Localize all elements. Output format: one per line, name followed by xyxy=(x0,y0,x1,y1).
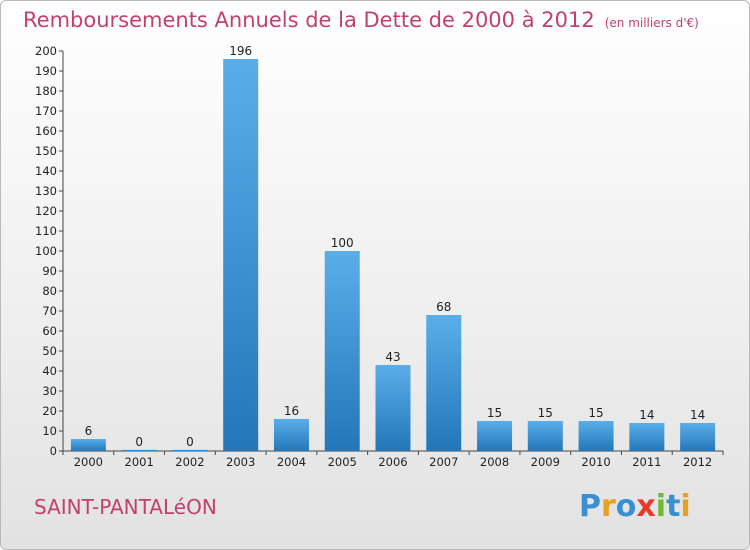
x-tick-label: 2003 xyxy=(226,455,255,469)
value-label-2003: 196 xyxy=(229,44,252,58)
x-tick-label: 2011 xyxy=(632,455,661,469)
x-tick-label: 2002 xyxy=(175,455,204,469)
chart-subtitle: (en milliers d'€) xyxy=(604,16,699,30)
value-label-2001: 0 xyxy=(135,435,143,449)
bar-2000 xyxy=(70,439,106,451)
x-tick-label: 2005 xyxy=(328,455,357,469)
y-axis: 0 10 20 30 40 50 60 70 80 90 100 110 120 130 140 150 160… xyxy=(35,44,64,458)
y-tick-label: 150 xyxy=(35,144,57,158)
value-label-2007: 68 xyxy=(436,300,451,314)
y-tick-label: 90 xyxy=(42,264,57,278)
place-name: SAINT-PANTALéON xyxy=(34,495,217,519)
y-tick-label: 200 xyxy=(35,44,57,58)
logo-letter: o xyxy=(615,489,637,524)
bar-2004 xyxy=(273,419,309,451)
bar-2011 xyxy=(629,423,665,451)
y-tick-label: 120 xyxy=(35,204,57,218)
logo-letter: r xyxy=(601,489,616,524)
x-tick-label: 2009 xyxy=(531,455,560,469)
bar-2009 xyxy=(527,421,563,451)
value-label-2002: 0 xyxy=(186,435,194,449)
y-tick-label: 20 xyxy=(42,404,57,418)
bar-2005 xyxy=(324,251,360,451)
logo-letter: x xyxy=(636,489,656,524)
x-tick-label: 2001 xyxy=(125,455,154,469)
y-tick-label: 100 xyxy=(35,244,57,258)
x-tick-label: 2008 xyxy=(480,455,509,469)
bar-2010 xyxy=(578,421,614,451)
logo-letter: P xyxy=(579,489,601,524)
y-tick-label: 190 xyxy=(35,64,57,78)
y-tick-label: 160 xyxy=(35,124,57,138)
y-tick-label: 60 xyxy=(42,324,57,338)
value-label-2000: 6 xyxy=(85,424,93,438)
chart-title: Remboursements Annuels de la Dette de 20… xyxy=(23,8,699,32)
x-tick-label: 2007 xyxy=(429,455,458,469)
bars xyxy=(70,59,716,451)
y-tick-label: 10 xyxy=(42,424,57,438)
x-axis: 2000 2001 2002 2003 2004 2005 2006 2007 2008 2009… xyxy=(62,450,724,469)
value-label-2006: 43 xyxy=(385,350,400,364)
y-tick-label: 110 xyxy=(35,224,57,238)
y-tick-label: 80 xyxy=(42,284,57,298)
bar-2007 xyxy=(426,315,462,451)
y-tick-label: 180 xyxy=(35,84,57,98)
y-tick-label: 130 xyxy=(35,184,57,198)
x-tick-label: 2000 xyxy=(74,455,103,469)
chart-title-text: Remboursements Annuels de la Dette de 20… xyxy=(23,8,595,32)
logo-letter: i xyxy=(655,489,667,524)
logo-letter: t xyxy=(666,489,681,524)
y-tick-label: 140 xyxy=(35,164,57,178)
value-label-2012: 14 xyxy=(690,408,705,422)
x-tick-label: 2012 xyxy=(683,455,712,469)
value-label-2004: 16 xyxy=(284,404,299,418)
y-tick-label: 70 xyxy=(42,304,57,318)
logo-letter: i xyxy=(680,489,691,524)
y-tick-label: 0 xyxy=(50,444,57,458)
y-tick-label: 30 xyxy=(42,384,57,398)
bar-2012 xyxy=(680,423,716,451)
x-tick-label: 2006 xyxy=(378,455,407,469)
bar-2001 xyxy=(121,449,157,451)
value-label-2009: 15 xyxy=(538,406,553,420)
bar-2006 xyxy=(375,365,411,451)
y-tick-label: 170 xyxy=(35,104,57,118)
proxiti-logo[interactable]: Proxiti xyxy=(579,489,691,524)
bar-2002 xyxy=(172,449,208,451)
bar-2003 xyxy=(223,59,259,451)
value-label-2008: 15 xyxy=(487,406,502,420)
y-tick-label: 40 xyxy=(42,364,57,378)
y-tick-label: 50 xyxy=(42,344,57,358)
value-labels: 6 0 0 196 16 100 43 68 15 15 15 14 14 xyxy=(85,44,706,449)
value-label-2005: 100 xyxy=(331,236,354,250)
bar-2008 xyxy=(477,421,513,451)
value-label-2011: 14 xyxy=(639,408,654,422)
x-tick-label: 2010 xyxy=(581,455,610,469)
value-label-2010: 15 xyxy=(588,406,603,420)
x-tick-label: 2004 xyxy=(277,455,306,469)
